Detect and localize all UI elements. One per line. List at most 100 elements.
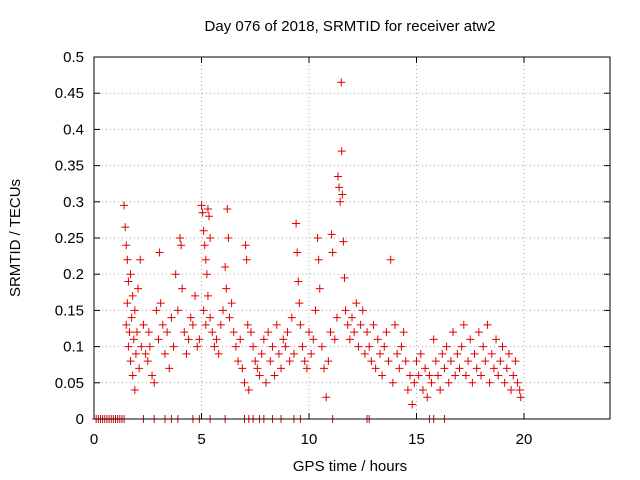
data-point [449,328,458,337]
data-point [156,299,165,308]
data-point [148,371,157,380]
data-point [222,284,231,293]
data-point [292,219,301,228]
data-point [210,342,219,351]
data-point [160,349,169,358]
data-point [270,371,279,380]
data-point [403,386,412,395]
data-point [208,328,217,337]
data-point [434,371,442,380]
data-point [408,400,417,409]
data-point [410,378,419,387]
data-point [414,371,423,380]
data-point [474,328,483,337]
data-point [242,255,251,264]
data-points [92,78,525,423]
y-tick-label: 0.05 [55,375,84,392]
data-point [386,255,395,264]
data-point [195,335,204,344]
data-point [317,342,326,351]
data-point [206,313,215,322]
data-point [178,284,187,293]
data-point [309,335,318,344]
data-point [311,306,320,315]
data-point [219,306,227,315]
data-point [125,328,134,337]
data-point [123,299,132,308]
data-point [272,320,281,329]
data-point [257,349,266,358]
data-point [294,277,303,286]
data-point [262,378,270,387]
data-point [277,364,286,373]
data-point [330,335,339,344]
data-point [446,357,455,366]
data-point [365,342,374,351]
data-point [152,306,161,315]
data-point [388,378,397,387]
data-point [234,357,243,366]
data-point [243,320,252,329]
data-point [338,190,347,199]
data-point [466,335,475,344]
data-point [332,313,341,322]
data-point [184,335,193,344]
data-point [401,357,410,366]
data-point [496,357,505,366]
data-point [378,371,387,380]
data-point [459,320,468,329]
data-point [348,313,356,322]
data-point [393,349,402,358]
data-point [203,291,212,300]
data-point [444,378,453,387]
data-point [442,342,451,351]
data-point [406,371,415,380]
data-point [287,313,296,322]
data-point [305,328,313,337]
data-point [202,270,211,279]
data-point [322,393,331,402]
data-point [197,201,206,210]
data-point [382,328,391,337]
ticks: 0 0.05 0.1 0.15 0.2 0.25 0.3 0.35 0.4 0.45 0.5 0 5 10… [55,49,610,448]
data-point [201,255,210,264]
data-point [296,320,305,329]
data-point [191,291,200,300]
data-point [127,313,136,322]
x-tick-label: 15 [408,431,425,448]
data-point [135,364,144,373]
data-point [421,364,430,373]
data-point [203,205,212,214]
data-point [169,342,178,351]
data-point [352,299,361,308]
data-point [229,328,238,337]
data-point [121,223,130,232]
x-tick-label: 5 [197,431,205,448]
data-point [399,328,408,337]
data-point [224,234,233,242]
y-tick-label: 0.5 [63,49,84,66]
data-point [511,357,520,366]
data-point [128,371,137,380]
data-point [283,328,292,337]
data-point [137,342,146,351]
y-tick-label: 0.2 [63,266,84,283]
data-point [145,342,154,351]
data-point [487,349,496,358]
y-tick-label: 0.4 [63,121,84,138]
data-point [177,241,186,250]
data-point [293,248,302,257]
data-point [416,349,425,358]
data-point [375,349,384,358]
data-point [253,364,262,373]
data-point [429,335,438,344]
data-point [363,328,372,337]
y-tick-label: 0.1 [63,339,84,356]
data-point [360,349,369,358]
data-point [126,270,135,279]
data-point [436,386,445,395]
data-point [337,78,346,87]
data-point [328,248,337,257]
data-point [431,357,440,366]
data-point [281,342,290,351]
